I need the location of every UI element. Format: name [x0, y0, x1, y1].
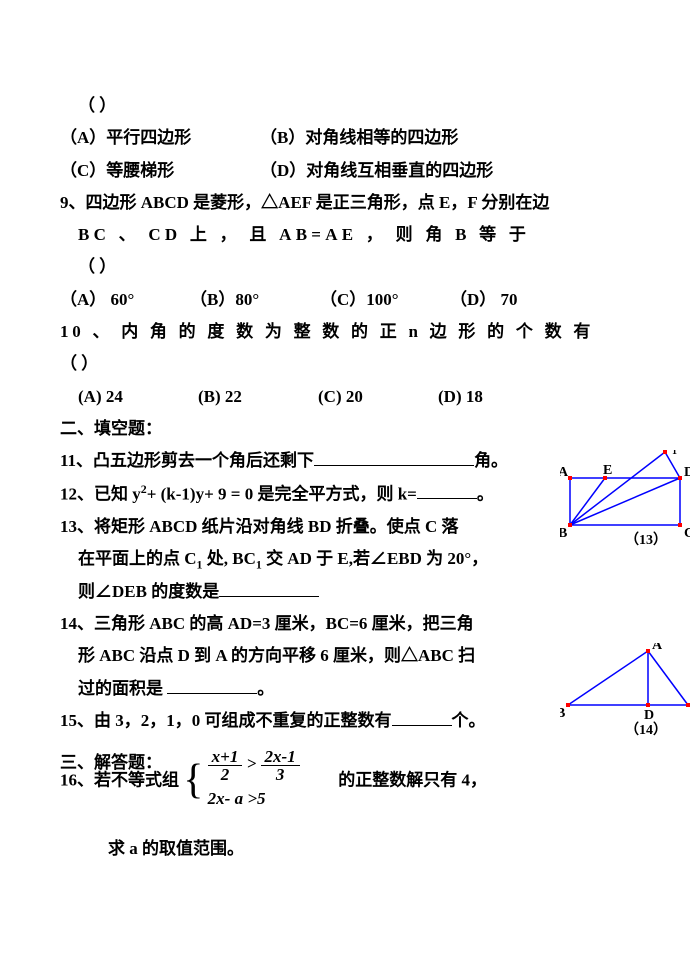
- q11-pre: 11、凸五边形剪去一个角后还剩下: [60, 451, 314, 470]
- q16-l2: 求 a 的取值范围。: [90, 833, 630, 865]
- q14-blank: [167, 676, 257, 694]
- q9-options: （A） 60° （B）80° （C）100° （D） 70: [60, 284, 630, 316]
- q9-paren: （ ）: [60, 251, 630, 283]
- svg-text:A: A: [560, 465, 569, 480]
- q14-l1: 14、三角形 ABC 的高 AD=3 厘米，BC=6 厘米，把三角: [60, 608, 630, 640]
- q13-l2c: 交 AD 于 E,若∠EBD 为 20°，: [262, 549, 488, 568]
- q16-f1n: x+1: [208, 748, 243, 765]
- q12-pre: 12、已知 y: [60, 484, 141, 503]
- q13-l1: 13、将矩形 ABCD 纸片沿对角线 BD 折叠。使点 C 落: [60, 511, 630, 543]
- q13-blank: [219, 579, 319, 597]
- figure-14: ABDC （14）: [560, 643, 690, 743]
- q-prev-paren: （ ）: [60, 90, 630, 122]
- q10-c: (C) 20: [318, 381, 438, 413]
- svg-text:1: 1: [672, 450, 677, 457]
- q12-mid: + (k-1)y+ 9 = 0 是完全平方式，则 k=: [147, 484, 417, 503]
- q11: 11、凸五边形剪去一个角后还剩下 角。: [60, 445, 630, 477]
- q9-c: （C）100°: [320, 284, 450, 316]
- figure-14-caption: （14）: [625, 718, 667, 745]
- opt-c: （C）等腰梯形: [60, 155, 260, 187]
- q13-l2: 在平面上的点 C1 处, BC1 交 AD 于 E,若∠EBD 为 20°，: [60, 543, 630, 576]
- q15: 15、由 3，2，1，0 可组成不重复的正整数有 个。: [60, 705, 630, 737]
- q16-pre: 16、若不等式组: [60, 770, 179, 789]
- q9-a: （A） 60°: [60, 284, 190, 316]
- q-prev-options-ab: （A）平行四边形 （B）对角线相等的四边形: [60, 122, 630, 154]
- q16-post: 的正整数解只有 4，: [338, 770, 487, 789]
- q12-blank: [417, 481, 477, 499]
- q15-pre: 15、由 3，2，1，0 可组成不重复的正整数有: [60, 711, 392, 730]
- q16-f2n: 2x-1: [261, 748, 300, 765]
- q16-f1d: 2: [208, 765, 243, 783]
- q10-paren: （ ）: [60, 348, 630, 380]
- heading-2: 二、填空题：: [60, 413, 630, 445]
- q10-stem: 10 、 内 角 的 度 数 为 整 数 的 正 n 边 形 的 个 数 有: [60, 316, 630, 348]
- brace-icon: {: [183, 762, 203, 800]
- q14-post: 。: [257, 679, 274, 698]
- q16: 16、若不等式组 { x+12 > 2x-13 2x- a >5 的正整数解只有…: [60, 748, 630, 815]
- svg-text:C: C: [661, 450, 671, 454]
- q10-b: (B) 22: [198, 381, 318, 413]
- svg-text:C: C: [684, 526, 690, 541]
- q9-stem1: 9、四边形 ABCD 是菱形，△AEF 是正三角形，点 E，F 分别在边: [60, 187, 630, 219]
- q9-stem2: BC 、 CD 上 ， 且 AB=AE ， 则 角 B 等 于: [60, 219, 630, 251]
- q14-l3: 过的面积是 。: [60, 673, 630, 705]
- figure-13-caption: （13）: [625, 528, 667, 555]
- q16-gt: >: [242, 754, 260, 773]
- q10-a: (A) 24: [78, 381, 198, 413]
- figure-14-svg: ABDC: [560, 643, 690, 723]
- svg-text:A: A: [652, 643, 663, 653]
- opt-d: （D）对角线互相垂直的四边形: [260, 155, 493, 187]
- q13-l2b: 处, BC: [202, 549, 255, 568]
- q9-b: （B）80°: [190, 284, 320, 316]
- q16-f2d: 3: [261, 765, 300, 783]
- q13-l2a: 在平面上的点 C: [78, 549, 197, 568]
- q-prev-options-cd: （C）等腰梯形 （D）对角线互相垂直的四边形: [60, 155, 630, 187]
- figure-13: AEDBCC1 （13）: [560, 450, 690, 560]
- q14-l2: 形 ABC 沿点 D 到 A 的方向平移 6 厘米，则△ABC 扫: [60, 640, 630, 672]
- svg-text:B: B: [560, 706, 565, 721]
- q11-post: 角。: [474, 451, 508, 470]
- q10-options: (A) 24 (B) 22 (C) 20 (D) 18: [60, 381, 630, 413]
- opt-a: （A）平行四边形: [60, 122, 260, 154]
- q12-post: 。: [477, 484, 494, 503]
- q10-d: (D) 18: [438, 381, 483, 413]
- q15-post: 个。: [452, 711, 486, 730]
- q16-system: x+12 > 2x-13 2x- a >5: [208, 748, 300, 815]
- q13-l3: 则∠DEB 的度数是: [60, 576, 630, 608]
- svg-text:B: B: [560, 526, 567, 541]
- q11-blank: [314, 448, 474, 466]
- opt-b: （B）对角线相等的四边形: [260, 122, 458, 154]
- q16-row1: x+12 > 2x-13: [208, 754, 300, 773]
- q14-l3-text: 过的面积是: [78, 679, 167, 698]
- svg-text:E: E: [603, 463, 612, 478]
- q13-l3-text: 则∠DEB 的度数是: [78, 582, 219, 601]
- q12: 12、已知 y2+ (k-1)y+ 9 = 0 是完全平方式，则 k=。: [60, 478, 630, 511]
- q15-blank: [392, 708, 452, 726]
- q9-d: （D） 70: [450, 284, 518, 316]
- q16-row2: 2x- a >5: [208, 789, 266, 808]
- svg-text:D: D: [684, 465, 690, 480]
